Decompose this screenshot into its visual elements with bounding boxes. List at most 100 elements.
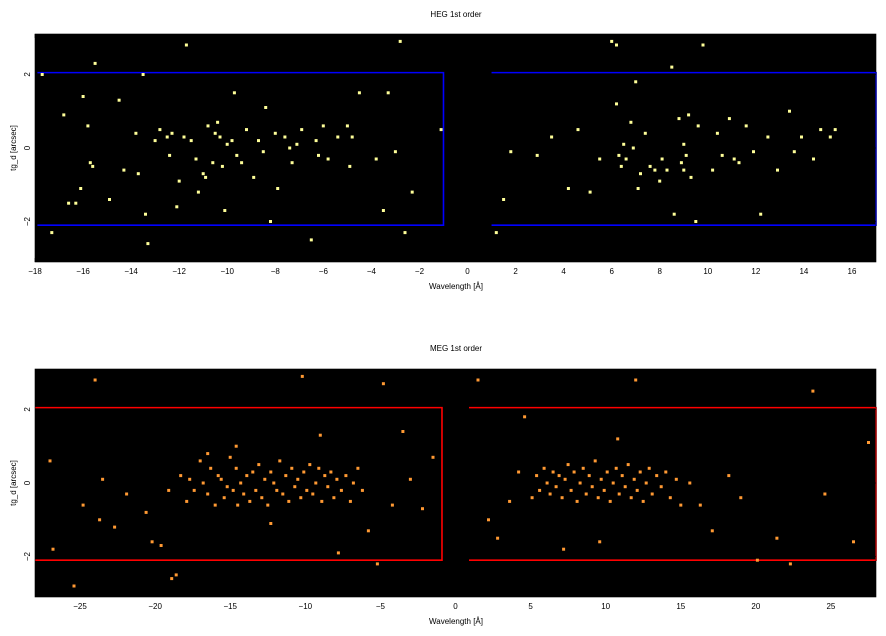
heg-event-point	[314, 139, 318, 143]
heg-event-point	[288, 146, 292, 150]
meg-event-point	[360, 488, 364, 492]
meg-event-point	[590, 485, 594, 489]
meg-event-point	[206, 452, 210, 456]
meg-event-point	[72, 584, 76, 588]
meg-plot-area	[35, 369, 876, 597]
meg-event-point	[375, 562, 379, 566]
heg-event-point	[321, 124, 325, 128]
heg-event-point	[93, 61, 97, 65]
meg-event-point	[225, 485, 229, 489]
meg-event-point	[605, 470, 609, 474]
meg-event-point	[242, 492, 246, 496]
meg-event-point	[254, 488, 258, 492]
meg-event-point	[314, 481, 318, 485]
heg-event-point	[88, 161, 92, 165]
heg-event-point	[182, 135, 186, 139]
meg-event-point	[188, 477, 192, 481]
meg-event-point	[674, 477, 678, 481]
meg-event-point	[401, 430, 405, 433]
meg-event-point	[366, 529, 370, 533]
heg-event-point	[610, 39, 614, 43]
meg-xtick-label: 0	[453, 602, 458, 611]
heg-xtick-label: −12	[172, 267, 186, 276]
heg-event-point	[550, 135, 554, 139]
heg-event-point	[144, 212, 147, 216]
meg-event-point	[239, 481, 243, 485]
meg-event-point	[98, 518, 102, 522]
meg-region-box-0	[35, 406, 443, 562]
heg-event-point	[665, 168, 669, 172]
meg-event-point	[614, 466, 618, 470]
heg-event-point	[211, 161, 215, 165]
heg-event-point	[403, 231, 407, 235]
meg-event-point	[638, 470, 642, 474]
meg-event-point	[867, 441, 870, 444]
meg-event-point	[852, 540, 855, 544]
meg-event-point	[569, 488, 573, 492]
meg-event-point	[616, 437, 620, 441]
meg-event-point	[578, 481, 582, 485]
heg-event-point	[684, 153, 688, 157]
heg-event-point	[535, 153, 539, 157]
meg-event-point	[538, 488, 542, 492]
meg-xtick-label: 25	[826, 602, 835, 611]
meg-event-point	[560, 496, 564, 500]
meg-event-point	[668, 496, 672, 500]
meg-event-point	[608, 499, 612, 503]
meg-event-point	[300, 374, 304, 378]
meg-event-point	[113, 525, 117, 529]
meg-event-point	[234, 466, 238, 470]
heg-event-point	[759, 212, 763, 216]
heg-event-point	[261, 150, 265, 154]
heg-plot-area	[35, 34, 876, 262]
heg-xtick-label: 8	[658, 267, 663, 276]
meg-event-point	[269, 470, 273, 474]
meg-event-point	[260, 496, 264, 500]
heg-event-point	[381, 209, 385, 212]
meg-event-point	[655, 474, 659, 478]
meg-event-point	[101, 477, 105, 481]
meg-event-point	[335, 477, 339, 481]
heg-region-box-0	[37, 71, 445, 227]
meg-event-point	[508, 499, 512, 503]
heg-event-point	[218, 135, 222, 139]
heg-xtick-label: −16	[76, 267, 90, 276]
meg-event-point	[159, 544, 163, 547]
meg-event-point	[611, 481, 615, 485]
meg-event-point	[266, 503, 270, 507]
meg-xtick-label: −10	[299, 602, 313, 611]
heg-event-point	[122, 168, 126, 172]
meg-event-point	[647, 466, 651, 470]
heg-event-point	[62, 113, 66, 117]
meg-event-point	[308, 463, 312, 467]
heg-event-point	[213, 131, 217, 135]
heg-xtick-label: −8	[271, 267, 281, 276]
heg-event-point	[374, 157, 378, 161]
heg-event-point	[788, 109, 791, 113]
heg-event-point	[682, 142, 686, 146]
meg-xtick-label: 10	[601, 602, 610, 611]
meg-ytick-label: 0	[23, 480, 32, 485]
heg-event-point	[679, 161, 683, 165]
heg-event-point	[398, 39, 402, 43]
heg-event-point	[225, 142, 229, 146]
meg-event-point	[698, 503, 702, 507]
meg-event-point	[329, 470, 333, 474]
heg-event-point	[264, 106, 268, 109]
heg-xtick-label: −10	[220, 267, 234, 276]
meg-event-point	[617, 492, 621, 496]
heg-xtick-label: −14	[124, 267, 138, 276]
heg-event-point	[357, 91, 361, 95]
heg-event-point	[206, 124, 210, 128]
meg-xtick-label: 15	[676, 602, 685, 611]
heg-event-point	[201, 172, 205, 176]
meg-xtick-label: −20	[148, 602, 162, 611]
heg-event-point	[326, 157, 330, 161]
heg-event-point	[439, 128, 443, 132]
meg-event-point	[623, 485, 627, 489]
heg-event-point	[67, 201, 71, 205]
meg-event-point	[339, 488, 343, 492]
heg-event-point	[194, 157, 198, 161]
heg-event-point	[223, 209, 227, 212]
meg-event-point	[421, 507, 424, 511]
